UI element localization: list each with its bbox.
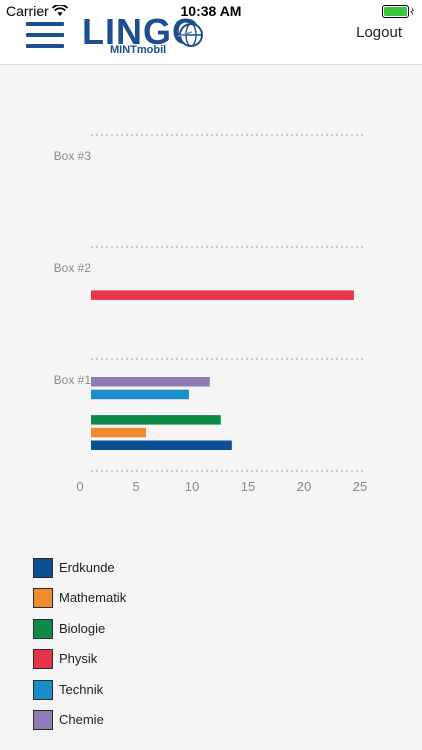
legend-item: Erdkunde (33, 556, 393, 586)
wifi-icon (51, 4, 69, 20)
category-label: Box #3 (54, 149, 92, 163)
legend-swatch (33, 558, 53, 578)
legend-swatch (33, 679, 53, 700)
bar-chemie-box1 (91, 377, 210, 387)
globe-icon (178, 23, 203, 47)
chart-legend: Erdkunde Mathematik Biologie Physik Technik C… (33, 556, 393, 738)
legend-swatch (33, 709, 53, 730)
bar-biologie-box1 (91, 415, 221, 425)
legend-swatch (33, 649, 53, 670)
legend-swatch (33, 588, 53, 609)
x-tick-label: 15 (241, 479, 255, 494)
bar-technik-box1 (91, 389, 189, 400)
legend-label: Mathematik (59, 590, 127, 606)
x-tick-label: 25 (353, 479, 367, 494)
legend-swatch (33, 618, 53, 639)
x-tick-label: 0 (76, 479, 83, 494)
legend-item: Biologie (33, 617, 393, 647)
bar-mathematik-box1 (91, 427, 146, 438)
legend-label: Chemie (59, 711, 104, 727)
hamburger-menu-icon[interactable] (26, 22, 66, 52)
legend-label: Physik (59, 651, 98, 667)
bar-erdkunde-box1 (91, 440, 232, 450)
battery-icon (382, 5, 414, 18)
carrier-label: Carrier (6, 3, 49, 19)
legend-item: Technik (33, 678, 393, 708)
legend-item: Mathematik (33, 586, 393, 616)
logo-subtitle: MINTmobil (110, 44, 167, 56)
x-tick-label: 5 (132, 479, 139, 494)
bar-physik-box2 (91, 290, 354, 300)
nav-bar: LINGO MINTmobil Logout (0, 11, 422, 65)
legend-item: Chemie (33, 708, 393, 738)
logout-button[interactable]: Logout (356, 24, 402, 41)
category-label: Box #2 (54, 261, 92, 275)
status-bar: Carrier 10:38 AM (0, 0, 422, 22)
x-tick-label: 10 (185, 479, 199, 494)
legend-label: Erdkunde (59, 560, 115, 575)
category-label: Box #1 (54, 373, 92, 387)
status-time: 10:38 AM (180, 3, 242, 19)
legend-label: Biologie (59, 620, 106, 636)
legend-item: Physik (33, 647, 393, 677)
lingo-logo: LINGO MINTmobil (82, 10, 208, 62)
legend-label: Technik (59, 681, 104, 697)
x-tick-label: 20 (297, 479, 311, 494)
